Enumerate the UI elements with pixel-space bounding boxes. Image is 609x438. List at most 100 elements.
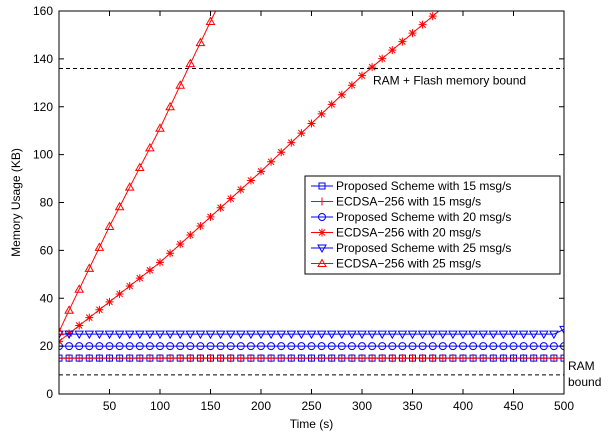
data-point-circle bbox=[368, 342, 377, 351]
data-point-triangle-down bbox=[407, 330, 418, 340]
y-axis-label: Memory Usage (KB) bbox=[9, 148, 23, 257]
data-point-star bbox=[145, 266, 154, 275]
data-point-plus bbox=[216, 354, 225, 363]
y-tick-label: 40 bbox=[40, 291, 54, 305]
data-point-star bbox=[125, 282, 134, 291]
data-point-circle bbox=[115, 342, 124, 351]
x-tick-label: 500 bbox=[554, 399, 574, 413]
data-point-star bbox=[337, 90, 346, 99]
data-point-star bbox=[156, 258, 164, 267]
data-point-plus bbox=[206, 354, 215, 363]
data-point-circle bbox=[95, 342, 104, 351]
data-point-triangle-down bbox=[215, 330, 226, 340]
data-point-circle bbox=[519, 342, 528, 351]
data-point-star bbox=[206, 212, 215, 221]
data-point-plus bbox=[236, 354, 245, 363]
data-point-triangle-down bbox=[195, 330, 206, 340]
x-tick-label: 100 bbox=[150, 399, 170, 413]
data-point-circle bbox=[469, 342, 478, 351]
data-point-plus bbox=[95, 354, 104, 363]
data-point-circle bbox=[246, 342, 255, 351]
data-point-triangle-down bbox=[205, 330, 216, 340]
x-tick-label: 400 bbox=[453, 399, 473, 413]
data-point-circle bbox=[135, 342, 144, 351]
data-point-circle bbox=[489, 342, 498, 351]
data-point-star bbox=[297, 129, 306, 138]
data-point-triangle-down bbox=[387, 330, 398, 340]
data-point-plus bbox=[145, 354, 154, 363]
data-point-plus bbox=[186, 354, 195, 363]
reference-label-ram-flash-bound: RAM + Flash memory bound bbox=[373, 73, 526, 87]
data-point-plus bbox=[75, 354, 84, 363]
data-point-triangle-down bbox=[488, 330, 499, 340]
data-point-star bbox=[277, 148, 286, 157]
series-line-ecdsa-256-with-25-msg-s bbox=[59, 11, 217, 332]
legend-box bbox=[304, 175, 561, 275]
data-point-plus bbox=[226, 354, 235, 363]
data-point-circle bbox=[145, 342, 154, 351]
data-point-triangle-down bbox=[357, 330, 367, 340]
data-point-triangle-down bbox=[458, 330, 468, 340]
data-point-circle bbox=[337, 342, 346, 351]
data-point-circle bbox=[509, 342, 518, 351]
data-point-triangle-up bbox=[134, 162, 145, 172]
reference-lines: RAM + Flash memory bound RAM bound bbox=[59, 67, 601, 389]
data-point-triangle-down bbox=[145, 330, 155, 340]
data-point-triangle-down bbox=[528, 330, 539, 340]
data-point-plus bbox=[549, 354, 558, 363]
y-tick-label: 80 bbox=[40, 196, 54, 210]
y-tick-label: 140 bbox=[33, 52, 53, 66]
data-point-plus bbox=[297, 354, 306, 363]
data-point-star bbox=[358, 71, 366, 80]
data-point-plus bbox=[65, 354, 74, 363]
legend-item-proposed-scheme-with-15-msg-s: Proposed Scheme with 15 msg/s bbox=[311, 179, 511, 193]
data-point-circle bbox=[318, 213, 326, 221]
data-point-triangle-up bbox=[185, 58, 196, 68]
legend-item-proposed-scheme-with-25-msg-s: Proposed Scheme with 25 msg/s bbox=[311, 241, 511, 255]
data-point-plus bbox=[196, 354, 205, 363]
data-point-plus bbox=[560, 354, 564, 363]
data-point-plus bbox=[156, 354, 164, 363]
y-tick-label: 120 bbox=[33, 100, 53, 114]
data-point-circle bbox=[257, 342, 265, 351]
data-point-triangle-down bbox=[417, 330, 428, 340]
legend-item-proposed-scheme-with-20-msg-s: Proposed Scheme with 20 msg/s bbox=[311, 210, 511, 224]
data-point-plus bbox=[469, 354, 478, 363]
series-proposed-scheme-with-25-msg-s bbox=[59, 325, 564, 340]
data-point-star bbox=[418, 20, 427, 29]
data-point-star bbox=[196, 221, 205, 230]
data-point-star bbox=[267, 157, 276, 166]
data-point-star bbox=[246, 176, 255, 185]
data-point-triangle-up bbox=[59, 326, 64, 336]
data-point-plus bbox=[125, 354, 134, 363]
legend-item-ecdsa-256-with-15-msg-s: ECDSA−256 with 15 msg/s bbox=[311, 195, 481, 209]
data-point-triangle-down bbox=[518, 330, 529, 340]
data-point-plus bbox=[519, 354, 528, 363]
data-point-circle bbox=[156, 342, 164, 351]
data-point-triangle-down bbox=[427, 330, 438, 340]
data-point-triangle-down bbox=[155, 330, 165, 340]
data-point-triangle-down bbox=[367, 330, 377, 340]
data-point-square bbox=[318, 182, 326, 190]
data-point-circle bbox=[398, 342, 407, 351]
data-point-circle bbox=[105, 342, 114, 351]
series-ecdsa-256-with-15-msg-s bbox=[59, 354, 564, 363]
data-point-plus bbox=[318, 197, 326, 206]
series-layer bbox=[59, 11, 564, 363]
data-point-triangle-up bbox=[175, 80, 186, 89]
data-point-star bbox=[176, 240, 185, 249]
data-point-triangle-down bbox=[448, 330, 458, 340]
y-tick-label: 20 bbox=[40, 339, 54, 353]
x-tick-label: 250 bbox=[301, 399, 321, 413]
data-point-triangle-down bbox=[276, 330, 287, 340]
x-tick-label: 200 bbox=[251, 399, 271, 413]
data-point-star bbox=[307, 119, 316, 128]
x-tick-label: 350 bbox=[402, 399, 422, 413]
data-point-triangle-down bbox=[256, 330, 266, 340]
data-point-plus bbox=[317, 354, 326, 363]
data-point-circle bbox=[267, 342, 276, 351]
data-point-plus bbox=[307, 354, 316, 363]
data-point-triangle-down bbox=[104, 330, 115, 340]
data-point-plus bbox=[398, 354, 407, 363]
